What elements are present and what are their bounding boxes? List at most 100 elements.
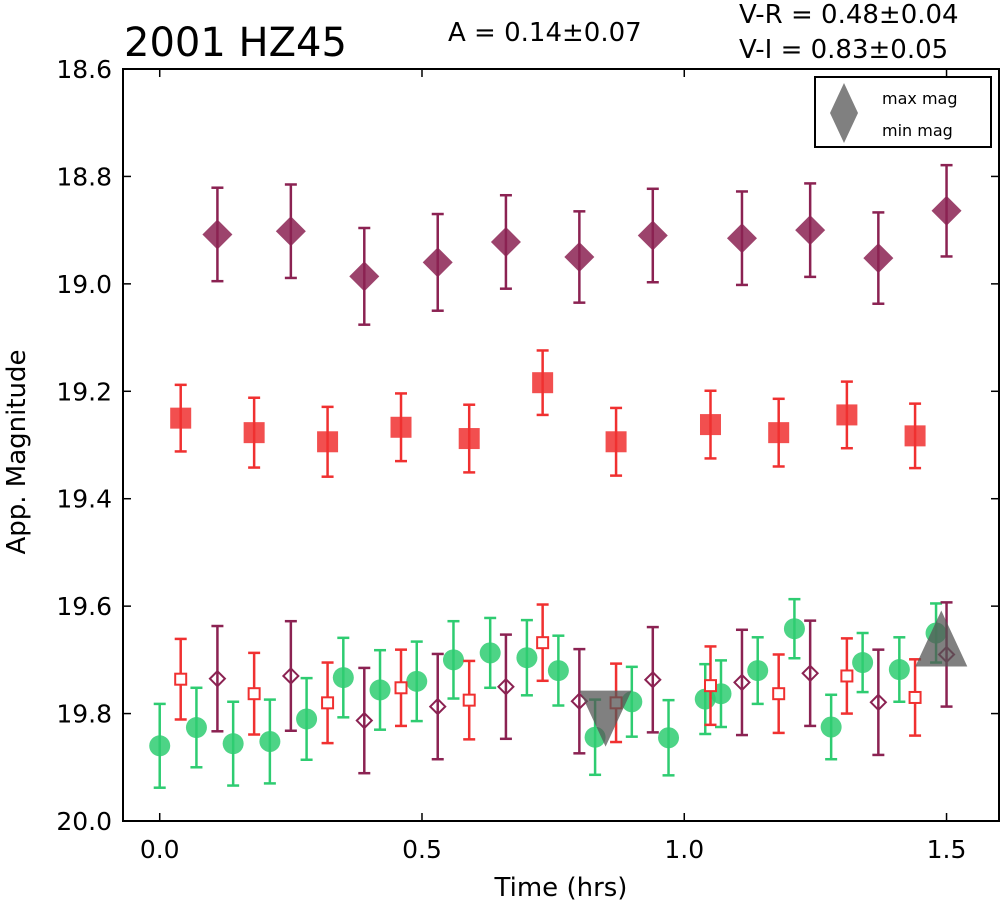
data-point [355,666,374,775]
legend-marker-min-mag [830,113,858,143]
x-tick-label: 1.5 [927,835,967,864]
data-point [281,619,300,733]
amplitude-annotation: A = 0.14±0.07 [448,18,642,48]
legend-label-min-mag: min mag [882,121,953,140]
point-marker [564,242,595,272]
x-tick-label: 0.5 [402,835,442,864]
data-point [699,389,721,460]
max-mag-triangle [915,610,968,667]
data-point [428,652,447,761]
data-point [801,619,820,728]
chart-title: 2001 HZ45 [124,20,347,66]
point-marker [422,247,453,278]
plot-layer [149,163,968,789]
point-marker [840,669,854,683]
data-point [349,226,380,326]
data-point [643,625,662,734]
point-marker [296,708,318,730]
point-marker [643,670,662,689]
point-marker [931,195,962,226]
data-point [772,653,786,735]
point-marker [394,681,408,695]
data-point [733,628,751,737]
data-point [605,406,627,477]
point-marker [149,735,171,757]
point-marker [185,717,207,739]
data-point [422,212,453,312]
data-point [747,636,769,706]
data-point [820,693,842,761]
data-point [852,631,874,694]
axes-layer: 0.0 0.5 1.0 1.5 18.6 18.8 19.0 19.2 19.4 19.6 19.8… [56,55,999,864]
point-marker [497,677,515,696]
data-point [658,698,680,777]
data-point [394,648,408,728]
legend-marker-max-mag [830,83,858,113]
point-marker [369,679,391,701]
point-marker [699,414,721,436]
data-point [863,211,894,305]
point-marker [490,226,521,257]
data-point [888,636,910,704]
point-marker [516,647,538,669]
data-point [296,676,318,762]
data-point [458,403,480,474]
data-point [703,645,717,727]
data-point [516,618,538,697]
point-marker [321,696,335,710]
data-point [931,163,962,258]
point-marker [536,636,550,650]
data-point [497,633,515,741]
data-point [490,193,521,290]
point-marker [355,711,374,730]
data-point [768,397,790,468]
data-point [275,183,306,280]
point-marker [458,428,480,450]
data-point [547,634,569,707]
point-marker [820,716,842,738]
point-marker [281,667,300,685]
point-marker [390,416,412,438]
point-marker [208,669,227,688]
data-point [840,637,854,715]
point-marker [768,422,790,444]
data-point [369,648,391,731]
data-point [532,349,554,417]
data-point [170,383,192,453]
point-marker [747,660,769,682]
data-point [406,640,428,723]
point-marker [275,216,306,247]
data-point [479,616,501,690]
point-marker [170,407,192,429]
point-marker [863,243,894,274]
data-point [321,661,335,745]
plot-frame [122,68,1000,822]
data-point [726,190,757,287]
data-point [185,686,207,769]
data-point [904,402,926,470]
y-tick-label: 18.6 [56,55,112,84]
point-marker [406,670,428,692]
data-point [243,396,265,469]
point-marker [532,372,554,394]
point-marker [836,404,858,426]
y-axis-label: App. Magnitude [2,349,32,554]
point-marker [605,431,627,453]
y-tick-label: 19.0 [56,270,112,299]
point-marker [658,727,680,749]
v-r-color-annotation: V-R = 0.48±0.04 [739,0,959,30]
data-point [783,597,805,660]
point-marker [852,652,874,674]
data-point [390,392,412,463]
point-marker [243,422,265,444]
point-marker [888,659,910,681]
point-marker [904,425,926,447]
data-point [149,702,171,789]
point-marker [772,687,786,701]
data-point [564,210,595,304]
point-marker [703,679,717,693]
point-marker [726,223,757,254]
point-marker [442,649,464,671]
point-marker [908,690,922,704]
v-i-color-annotation: V-I = 0.83±0.05 [739,35,948,65]
